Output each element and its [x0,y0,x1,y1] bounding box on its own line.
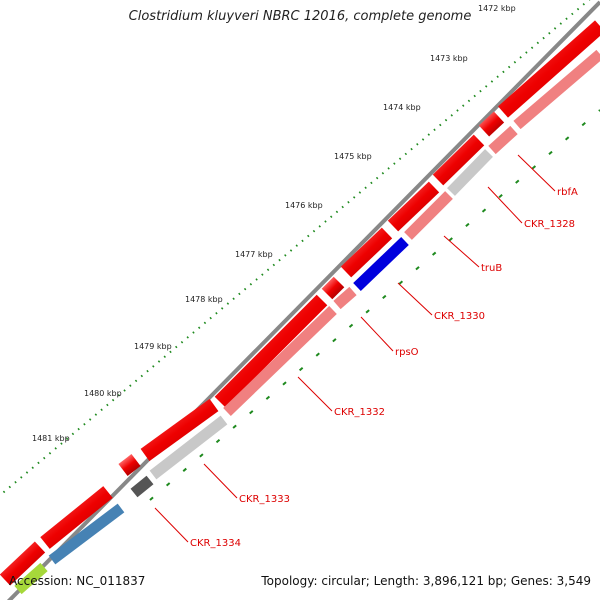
gene-block[interactable] [404,191,453,240]
gene-label-truB[interactable]: truB [481,263,502,274]
gene-block[interactable] [321,276,345,300]
tick-label: 1473 kbp [430,54,468,63]
leader-line [397,282,433,316]
map-title: Clostridium kluyveri NBRC 12016, complet… [128,9,472,24]
leader-line [360,316,394,352]
tick-label: 1475 kbp [334,152,372,161]
tick-label: 1479 kbp [134,342,172,351]
gene-block[interactable] [333,286,357,310]
tick-label: 1481 kbp [32,434,70,443]
gene-label-rpsO[interactable]: rpsO [395,347,419,358]
accession-text: Accession: NC_011837 [9,574,146,588]
gene-label-CKR_1330[interactable]: CKR_1330 [434,311,485,322]
gene-block[interactable] [14,562,48,595]
leader-line [517,154,556,192]
leader-line [487,186,523,224]
gene-block[interactable] [498,20,600,118]
leader-line [203,463,238,499]
tick-label: 1477 kbp [235,250,273,259]
gene-block[interactable] [488,125,518,155]
leader-line [154,507,189,543]
tick-label: 1474 kbp [383,103,421,112]
gene-block[interactable] [432,134,485,186]
gene-block[interactable] [340,227,393,278]
gene-labels: rbfA CKR_1328 truB CKR_1330 rpsO CKR_133… [190,187,578,549]
gene-block[interactable] [478,111,505,137]
tick-label: 1476 kbp [285,201,323,210]
gene-label-CKR_1333[interactable]: CKR_1333 [239,494,290,505]
leader-line [443,235,480,268]
reverse-strand-track [14,49,600,595]
tick-label: 1480 kbp [84,389,122,398]
gene-label-CKR_1332[interactable]: CKR_1332 [334,407,385,418]
gene-block[interactable] [0,541,46,586]
gene-block[interactable] [48,503,125,565]
gene-label-CKR_1334[interactable]: CKR_1334 [190,538,241,549]
gene-block[interactable] [223,306,337,416]
gene-block[interactable] [353,237,409,291]
gene-block[interactable] [140,398,219,462]
genome-summary-text: Topology: circular; Length: 3,896,121 bp… [261,574,591,588]
gene-block[interactable] [214,294,328,408]
gene-block[interactable] [513,49,600,130]
gene-label-rbfA[interactable]: rbfA [557,187,578,198]
forward-strand-track [0,20,600,586]
gene-block[interactable] [149,415,228,480]
tick-scale-outer [0,0,591,497]
gene-label-leaders [154,154,556,543]
tick-label: 1478 kbp [185,295,223,304]
gene-block[interactable] [130,475,154,498]
gene-block[interactable] [447,149,493,196]
gene-block[interactable] [118,454,141,476]
gene-label-CKR_1328[interactable]: CKR_1328 [524,219,575,230]
leader-line [297,376,333,412]
tick-labels: 1472 kbp 1473 kbp 1474 kbp 1475 kbp 1476… [32,4,516,443]
gene-block[interactable] [387,181,440,232]
gene-block[interactable] [40,486,113,549]
tick-label: 1472 kbp [478,4,516,13]
